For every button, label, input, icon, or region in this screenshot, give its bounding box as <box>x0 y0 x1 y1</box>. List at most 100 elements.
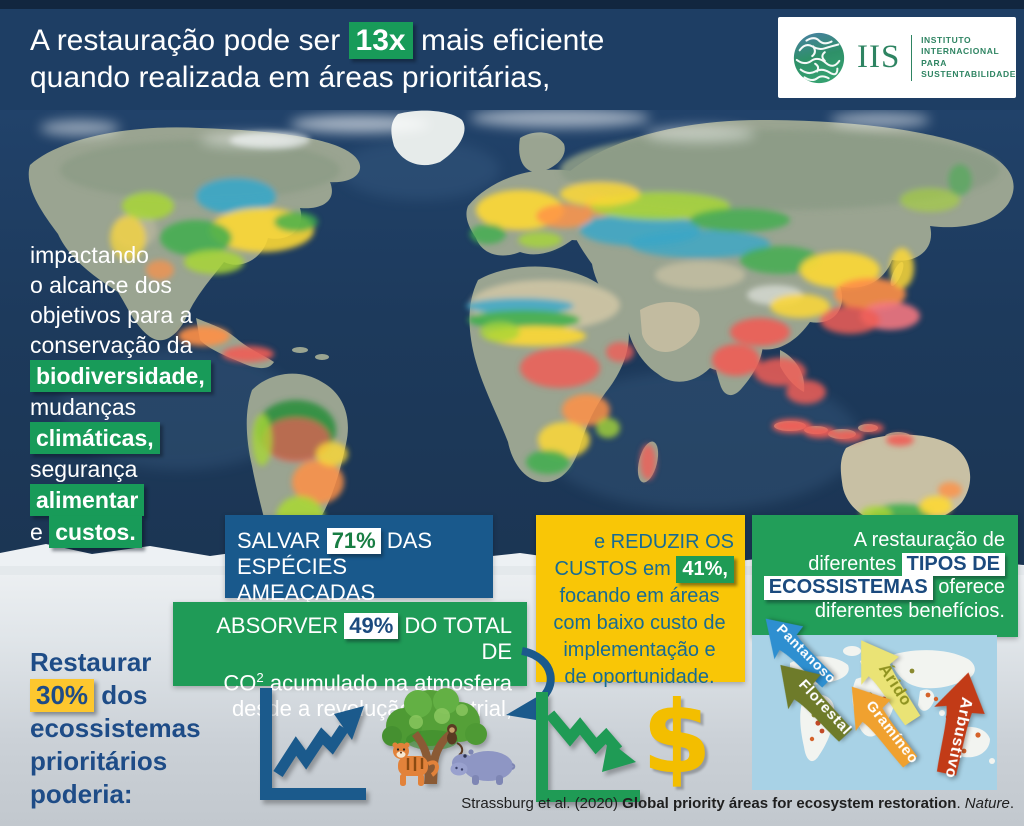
climate-highlight: climáticas, <box>30 422 160 454</box>
restore-30-chip: 30% <box>30 679 95 712</box>
tree-canopy <box>382 688 487 750</box>
food-highlight: alimentar <box>30 484 145 516</box>
citation-separator: . <box>956 795 965 812</box>
carbon-line2: CO2 acumulado na atmosfera <box>187 665 512 696</box>
decline-chart-icon <box>536 692 640 802</box>
impact-text: o alcance dos <box>30 272 172 298</box>
species-text: DAS <box>386 528 433 553</box>
impact-line: biodiversidade, <box>30 360 211 392</box>
arrow-gramineo: Gramíneo <box>851 686 921 768</box>
eco-line3: ECOSSISTEMAS oferece <box>762 576 1005 600</box>
species-line1: SALVAR 71% DAS <box>237 528 485 554</box>
carbon-card: ABSORVER 49% DO TOTAL DE CO2 acumulado n… <box>173 602 527 721</box>
impact-statement: impactando o alcance dos objetivos para … <box>30 240 211 548</box>
impact-line: o alcance dos <box>30 270 211 300</box>
costs-41-chip: 41%, <box>676 556 734 583</box>
impact-line: mudanças <box>30 392 211 422</box>
species-card: SALVAR 71% DAS ESPÉCIES AMEAÇADAS DE EXT… <box>225 515 493 631</box>
carbon-text: acumulado na atmosfera <box>269 670 512 696</box>
priority-area-overlays <box>60 130 1007 571</box>
citation-period: . <box>1009 795 1014 812</box>
dollar-icon: $ <box>642 679 712 796</box>
species-71-chip: 71% <box>326 528 381 554</box>
carbon-line1: ABSORVER 49% DO TOTAL DE <box>187 613 512 665</box>
headline-line1: A restauração pode ser 13x mais eficient… <box>30 22 604 59</box>
biodiversity-highlight: biodiversidade, <box>30 360 211 392</box>
org-name-line: INTERNACIONAL PARA <box>921 46 1000 68</box>
impact-line: segurança <box>30 454 211 484</box>
costs-line2: CUSTOS em 41%, <box>545 556 734 583</box>
headline-text: mais eficiente <box>420 24 605 57</box>
iis-org-name: INSTITUTO INTERNACIONAL PARA SUSTENTABIL… <box>921 35 1016 81</box>
headline-line2: quando realizada em áreas prioritárias, <box>30 61 551 94</box>
impact-line: climáticas, <box>30 422 211 454</box>
top-edge-strip <box>0 0 1024 9</box>
citation-authors: Strassburg et al. (2020) <box>461 795 623 812</box>
iis-logo-card: IIS INSTITUTO INTERNACIONAL PARA SUSTENT… <box>778 17 1016 98</box>
org-name-line: INSTITUTO <box>921 34 972 45</box>
restore-line: Restaurar <box>30 647 152 677</box>
headline: A restauração pode ser 13x mais eficient… <box>30 22 604 96</box>
impact-line: conservação da <box>30 330 211 360</box>
world-priority-map <box>0 110 1024 575</box>
iis-acronym: IIS <box>857 39 901 75</box>
arrow-arbustivo: Arbustivo <box>934 672 985 780</box>
costs-line1: e REDUZIR OS <box>593 531 734 553</box>
costs-line4: com baixo custo de <box>553 612 726 634</box>
impact-line: objetivos para a <box>30 300 211 330</box>
species-line2: ESPÉCIES AMEAÇADAS <box>237 554 376 605</box>
costs-line6: de oportunidade. <box>564 666 715 688</box>
citation: Strassburg et al. (2020) Global priority… <box>461 795 1014 812</box>
eco-line4: diferentes benefícios. <box>814 599 1005 622</box>
carbon-co2-sup: 2 <box>256 670 264 685</box>
eco-line1: A restauração de <box>853 529 1005 551</box>
carbon-text: ABSORVER <box>216 613 339 638</box>
impact-text: mudanças <box>30 394 137 420</box>
headline-text: A restauração pode ser <box>30 24 341 57</box>
iis-globe-icon <box>793 32 845 83</box>
tree-icon <box>382 688 487 784</box>
costs-card: e REDUZIR OS CUSTOS em 41%, focando em á… <box>536 515 745 688</box>
species-text: SALVAR <box>237 528 321 553</box>
restore-line: prioritários <box>30 746 168 776</box>
arrow-arido: Árido <box>861 640 921 726</box>
hippo-icon <box>450 749 516 785</box>
restore-line: ecossistemas <box>30 713 201 743</box>
impact-line: impactando <box>30 240 211 270</box>
impact-line: alimentar <box>30 484 211 516</box>
clouds <box>40 110 930 147</box>
impact-line: e custos. <box>30 516 211 548</box>
logo-divider <box>911 34 913 81</box>
ecosystems-card: A restauração de diferentes TIPOS DE ECO… <box>752 515 1018 637</box>
costs-line5: implementação e <box>563 639 716 661</box>
impact-text: objetivos para a <box>30 302 193 328</box>
costs-text: CUSTOS em <box>554 558 671 580</box>
restore-statement: Restaurar 30% dos ecossistemas prioritár… <box>30 646 201 811</box>
monkey-icon <box>447 724 464 756</box>
citation-title: Global priority áreas for ecosystem rest… <box>622 795 957 812</box>
carbon-text: DO TOTAL DE <box>404 613 512 664</box>
impact-text: segurança <box>30 456 138 482</box>
restore-line: poderia: <box>30 779 133 809</box>
costs-line3: focando em áreas <box>559 585 720 607</box>
eco-text: oferece <box>938 576 1005 598</box>
tree-trunk <box>412 730 454 784</box>
growth-chart-icon <box>260 688 366 800</box>
carbon-49-chip: 49% <box>344 613 399 639</box>
tiger-icon <box>392 742 439 786</box>
costs-highlight: custos. <box>49 516 142 548</box>
eco-text: diferentes <box>808 552 897 575</box>
impact-text: conservação da <box>30 332 193 358</box>
impact-text: impactando <box>30 242 149 268</box>
restore-line: 30% dos <box>30 679 201 712</box>
restore-text: dos <box>101 680 148 710</box>
org-name-line: SUSTENTABILIDADE <box>921 69 1016 79</box>
eco-tipos-chip: TIPOS DE <box>901 552 1005 576</box>
impact-text: e <box>30 519 43 545</box>
carbon-co2: CO <box>223 670 257 696</box>
eco-ecossistemas-chip: ECOSSISTEMAS <box>763 576 933 600</box>
eco-line2: diferentes TIPOS DE <box>762 552 1005 576</box>
citation-journal: Nature <box>964 795 1010 812</box>
headline-13x-highlight: 13x <box>348 22 413 59</box>
